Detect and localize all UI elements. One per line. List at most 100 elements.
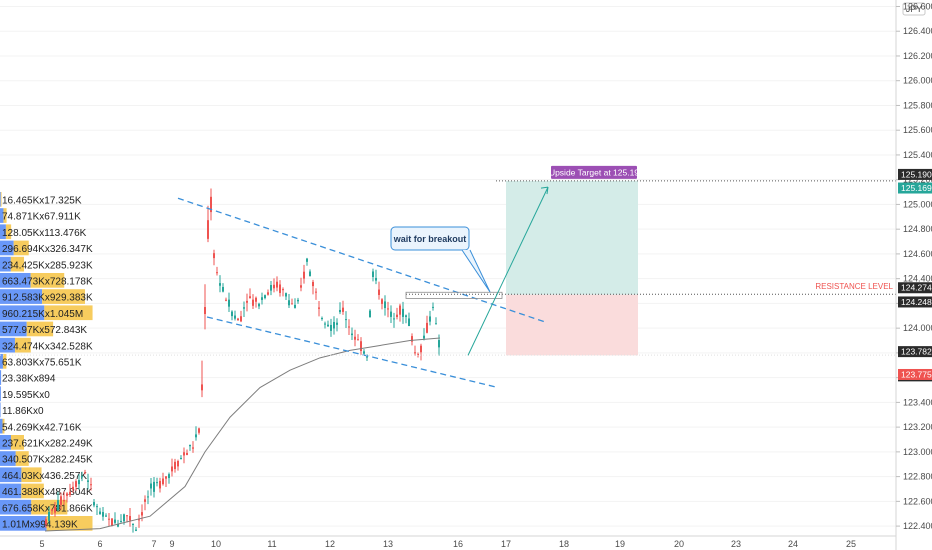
- price-label-text: 123.782: [901, 347, 932, 357]
- stop-zone: [506, 294, 638, 356]
- x-tick-label: 17: [501, 539, 511, 549]
- candle-body: [114, 519, 116, 523]
- candle-body: [291, 303, 293, 305]
- volume-label: 63.803Kx75.651K: [2, 358, 82, 369]
- callout-text: wait for breakout: [393, 234, 467, 244]
- candle-body: [282, 289, 284, 291]
- x-tick-label: 5: [39, 539, 44, 549]
- candle-body: [234, 315, 236, 319]
- price-label-box: [898, 368, 932, 380]
- volume-bar-buy: [0, 418, 3, 434]
- volume-label: 676.658Kx781.866K: [2, 503, 93, 514]
- candle-body: [324, 323, 326, 325]
- candle-body: [330, 324, 332, 331]
- candle-body: [273, 284, 275, 289]
- volume-bar-sell: [21, 467, 42, 483]
- candle-body: [402, 308, 404, 317]
- x-tick-label: 10: [211, 539, 221, 549]
- candle-body: [414, 352, 416, 354]
- candle-body: [207, 220, 209, 239]
- resistance-level-text: RESISTANCE LEVEL: [815, 282, 893, 291]
- x-tick-label: 24: [788, 539, 798, 549]
- volume-bar-sell: [44, 305, 93, 321]
- y-tick-label: 126.400: [903, 26, 932, 36]
- candle-body: [231, 311, 233, 317]
- volume-bar-sell: [15, 451, 29, 466]
- candle-body: [105, 515, 107, 517]
- price-label-box: [898, 168, 932, 180]
- candle-body: [387, 308, 389, 310]
- candle-body: [183, 452, 185, 456]
- candle-body: [99, 511, 101, 515]
- x-tick-label: 16: [453, 539, 463, 549]
- volume-bar-buy: [0, 208, 4, 223]
- candle-body: [87, 480, 89, 482]
- candles: [45, 188, 440, 533]
- y-tick-label: 123.000: [903, 447, 932, 457]
- y-tick-label: 123.200: [903, 422, 932, 432]
- candle-body: [288, 300, 290, 306]
- candle-body: [102, 512, 104, 517]
- y-tick-label: 124.000: [903, 323, 932, 333]
- resistance-box: [405, 291, 503, 299]
- candle-body: [129, 516, 131, 521]
- candle-body: [168, 474, 170, 479]
- volume-bar-buy: [0, 451, 16, 466]
- volume-label: 340.507Kx282.245K: [2, 455, 93, 466]
- volume-label: 54.269Kx42.716K: [2, 422, 82, 433]
- volume-bar-buy: [0, 354, 3, 369]
- volume-bar-buy: [0, 516, 47, 531]
- candle-body: [57, 500, 59, 511]
- candle-body: [333, 322, 335, 329]
- candle-body: [225, 299, 227, 301]
- candle-body: [246, 300, 248, 303]
- upside-target-badge: [551, 165, 637, 179]
- volume-bar-buy: [0, 467, 22, 483]
- y-tick-label: 126.000: [903, 76, 932, 86]
- volume-bar-sell: [10, 435, 24, 450]
- candle-body: [219, 283, 221, 286]
- candle-body: [321, 318, 323, 320]
- candle-body: [108, 518, 110, 520]
- volume-bar-buy: [0, 337, 15, 353]
- time-axis: 5 6 7 9 10 11 12 13 16 17 18 19 20 23 24 25: [0, 535, 896, 549]
- candle-body: [255, 297, 257, 302]
- price-label-text: 124.248: [901, 297, 932, 307]
- candle-body: [375, 277, 377, 281]
- y-tick-label: 125.800: [903, 100, 932, 110]
- volume-label: 237.621Kx282.249K: [2, 439, 93, 450]
- candle-body: [48, 511, 50, 521]
- candle-body: [276, 281, 278, 288]
- volume-label: 912.583Kx929.383K: [2, 293, 93, 304]
- candle-body: [96, 506, 98, 508]
- candle-body: [138, 519, 140, 521]
- candle-body: [420, 345, 422, 353]
- candle-body: [306, 258, 308, 262]
- x-tick-label: 25: [846, 539, 856, 549]
- candle-body: [372, 271, 374, 277]
- candle-body: [336, 322, 338, 325]
- candle-body: [345, 319, 347, 321]
- candle-body: [390, 311, 392, 317]
- candle-body: [270, 285, 272, 291]
- volume-label: 16.465Kx17.325K: [2, 196, 82, 207]
- volume-bar-buy: [0, 224, 6, 240]
- candle-body: [318, 307, 320, 309]
- y-tick-label: 124.800: [903, 224, 932, 234]
- volume-bar-buy: [0, 240, 14, 256]
- candle-body: [342, 307, 344, 312]
- volume-label: 11.86Kx0: [2, 406, 44, 417]
- volume-bar-buy: [0, 273, 31, 288]
- candle-body: [360, 341, 362, 351]
- volume-label: 324.474Kx342.528K: [2, 341, 93, 352]
- volume-bar-buy: [0, 386, 1, 402]
- candle-body: [393, 318, 395, 320]
- volume-bar-sell: [0, 192, 2, 207]
- candle-body: [84, 472, 86, 474]
- candle-body: [309, 271, 311, 277]
- y-tick-label: 125.400: [903, 150, 932, 160]
- candle-body: [198, 428, 200, 433]
- candle-body: [399, 305, 401, 315]
- price-label-box: [898, 346, 932, 358]
